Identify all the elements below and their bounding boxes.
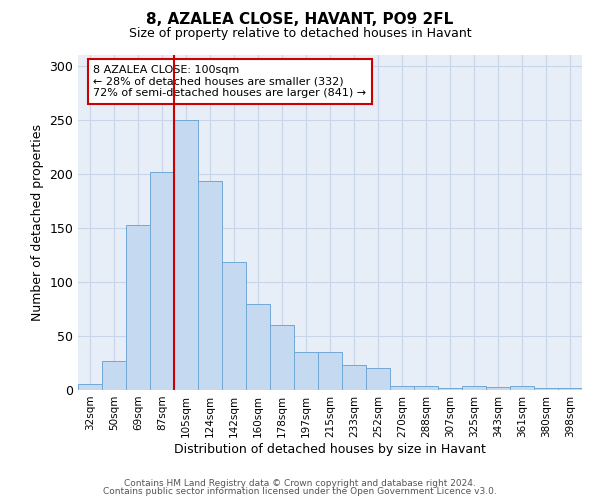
Bar — [390, 386, 414, 390]
Text: 8, AZALEA CLOSE, HAVANT, PO9 2FL: 8, AZALEA CLOSE, HAVANT, PO9 2FL — [146, 12, 454, 28]
Bar — [126, 224, 150, 390]
Text: Size of property relative to detached houses in Havant: Size of property relative to detached ho… — [128, 28, 472, 40]
Text: Contains public sector information licensed under the Open Government Licence v3: Contains public sector information licen… — [103, 487, 497, 496]
Bar — [438, 388, 462, 390]
Bar — [270, 325, 294, 390]
Bar — [342, 365, 366, 390]
Bar — [150, 172, 174, 390]
Bar — [246, 304, 270, 390]
Bar — [366, 368, 390, 390]
Text: 8 AZALEA CLOSE: 100sqm
← 28% of detached houses are smaller (332)
72% of semi-de: 8 AZALEA CLOSE: 100sqm ← 28% of detached… — [93, 65, 366, 98]
Bar — [486, 387, 510, 390]
Bar — [222, 262, 246, 390]
Bar — [174, 120, 198, 390]
Bar — [78, 384, 102, 390]
Bar — [198, 182, 222, 390]
Bar — [534, 388, 558, 390]
Bar — [318, 352, 342, 390]
Text: Contains HM Land Registry data © Crown copyright and database right 2024.: Contains HM Land Registry data © Crown c… — [124, 478, 476, 488]
Bar — [462, 386, 486, 390]
Bar — [294, 352, 318, 390]
Bar — [102, 361, 126, 390]
Bar — [414, 386, 438, 390]
Bar — [558, 388, 582, 390]
Bar — [510, 386, 534, 390]
Y-axis label: Number of detached properties: Number of detached properties — [31, 124, 44, 321]
X-axis label: Distribution of detached houses by size in Havant: Distribution of detached houses by size … — [174, 442, 486, 456]
